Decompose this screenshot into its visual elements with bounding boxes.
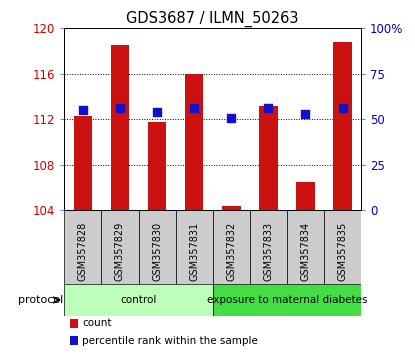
Bar bbox=[101, 210, 139, 284]
Point bbox=[191, 105, 198, 111]
Bar bbox=[70, 336, 78, 345]
Bar bbox=[70, 319, 78, 328]
Point bbox=[302, 111, 309, 117]
Text: exposure to maternal diabetes: exposure to maternal diabetes bbox=[207, 295, 367, 305]
Bar bbox=[176, 210, 213, 284]
Text: GSM357833: GSM357833 bbox=[264, 222, 273, 281]
Point bbox=[228, 115, 234, 120]
Point bbox=[339, 105, 346, 111]
Bar bbox=[324, 210, 361, 284]
Bar bbox=[222, 206, 241, 210]
Bar bbox=[213, 284, 361, 316]
Bar bbox=[64, 210, 101, 284]
Text: GSM357835: GSM357835 bbox=[337, 221, 347, 281]
Bar bbox=[139, 210, 176, 284]
Bar bbox=[296, 182, 315, 210]
Text: GSM357828: GSM357828 bbox=[78, 221, 88, 281]
Bar bbox=[64, 284, 213, 316]
Bar bbox=[259, 106, 278, 210]
Text: percentile rank within the sample: percentile rank within the sample bbox=[82, 336, 258, 346]
Point bbox=[265, 105, 272, 111]
Bar bbox=[213, 210, 250, 284]
Text: GSM357829: GSM357829 bbox=[115, 221, 125, 281]
Bar bbox=[73, 116, 92, 210]
Title: GDS3687 / ILMN_50263: GDS3687 / ILMN_50263 bbox=[127, 11, 299, 27]
Point bbox=[154, 109, 160, 115]
Bar bbox=[333, 42, 352, 210]
Bar bbox=[148, 122, 166, 210]
Text: protocol: protocol bbox=[18, 295, 63, 305]
Point bbox=[80, 107, 86, 113]
Bar bbox=[185, 74, 203, 210]
Text: GSM357834: GSM357834 bbox=[300, 222, 310, 281]
Text: count: count bbox=[82, 319, 112, 329]
Bar bbox=[111, 45, 129, 210]
Text: control: control bbox=[120, 295, 157, 305]
Bar bbox=[250, 210, 287, 284]
Text: GSM357830: GSM357830 bbox=[152, 222, 162, 281]
Text: GSM357832: GSM357832 bbox=[226, 221, 236, 281]
Point bbox=[117, 105, 123, 111]
Bar bbox=[287, 210, 324, 284]
Text: GSM357831: GSM357831 bbox=[189, 222, 199, 281]
